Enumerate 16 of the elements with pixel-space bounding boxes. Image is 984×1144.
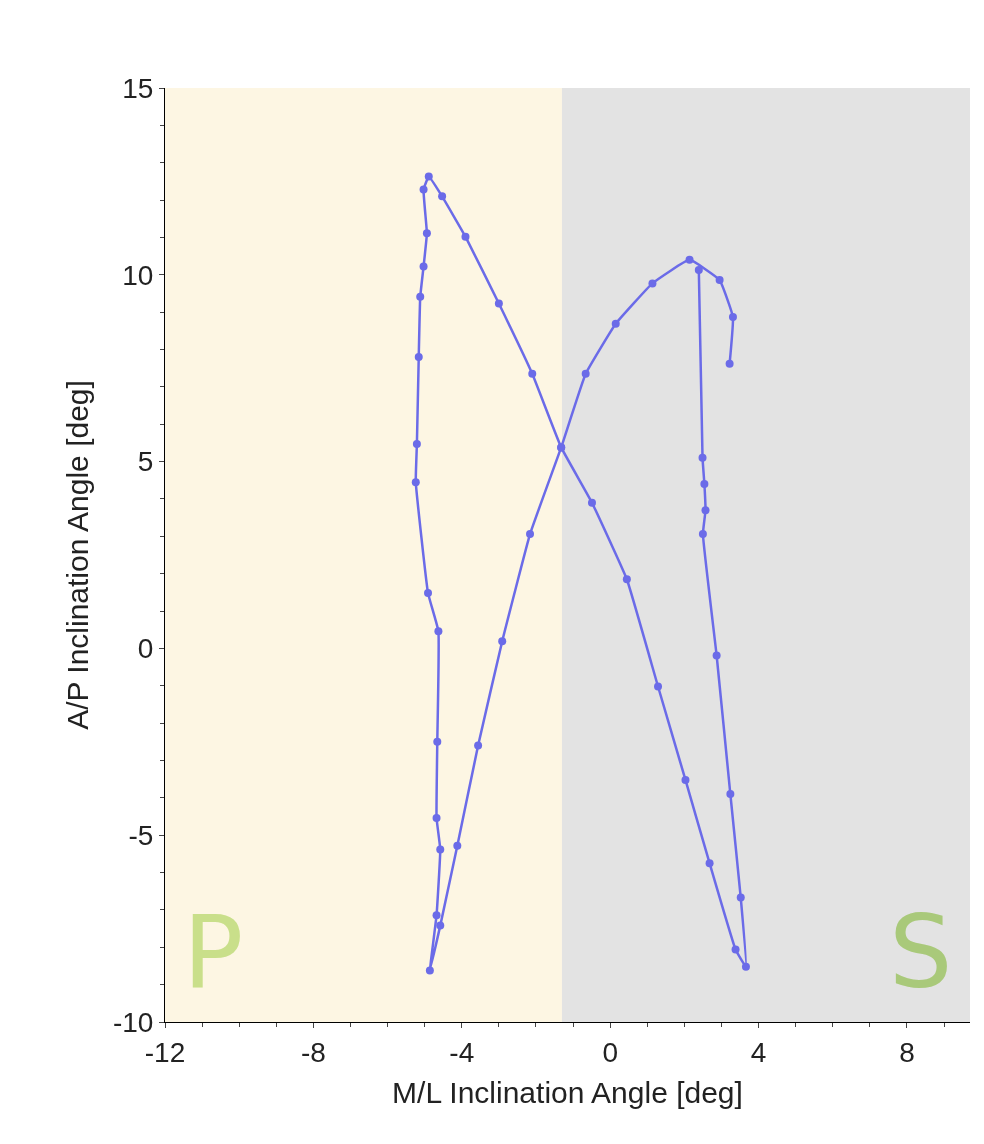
y-tick-label: 5	[137, 446, 154, 478]
x-tick-label: -12	[144, 1036, 186, 1068]
y-axis-title: A/P Inclination Angle [deg]	[60, 380, 94, 730]
x-tick-label: 0	[602, 1036, 618, 1068]
x-tick-label: -4	[449, 1036, 475, 1068]
y-tick-label: -10	[112, 1006, 154, 1038]
x-tick-label: 8	[899, 1036, 915, 1068]
annotation: P	[183, 894, 244, 1011]
x-tick-label: -8	[300, 1036, 326, 1068]
x-tick-label: 4	[750, 1036, 767, 1068]
y-tick-label: -5	[128, 820, 154, 851]
x-axis-title: M/L Inclination Angle [deg]	[392, 1076, 743, 1110]
y-tick-label: 0	[137, 633, 154, 665]
y-tick-label: 10	[122, 259, 154, 291]
annotation: S	[889, 894, 953, 1011]
y-tick-label: 15	[122, 72, 154, 104]
